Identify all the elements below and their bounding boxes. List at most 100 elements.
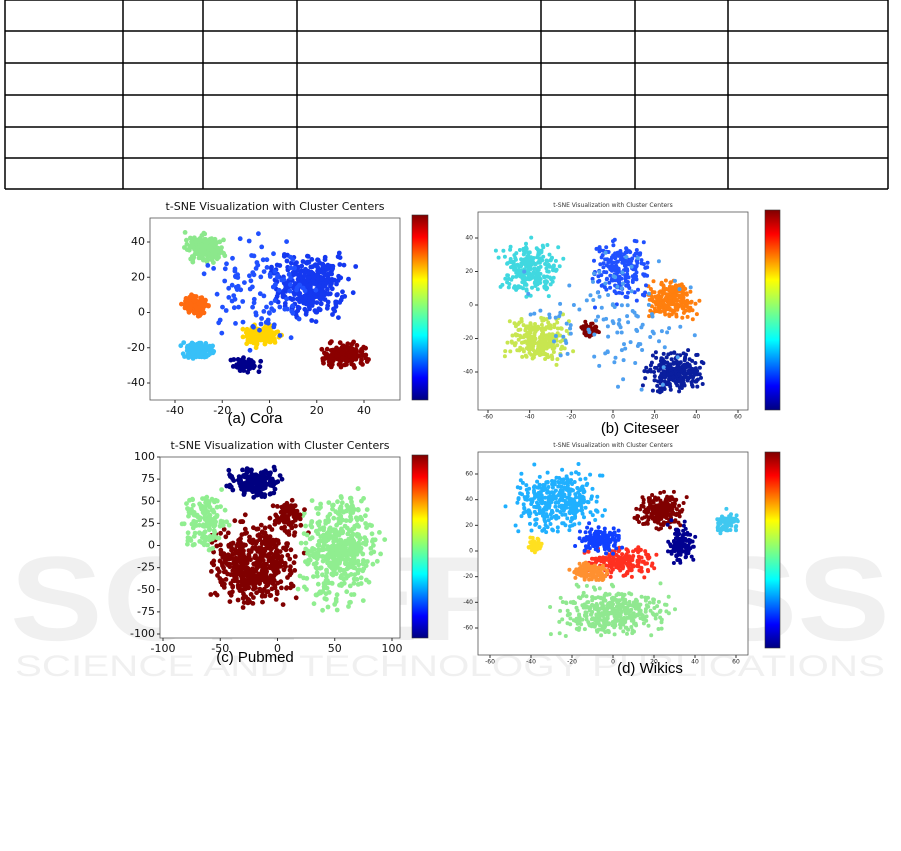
scatter-point [282,301,288,306]
scatter-point [363,521,368,526]
scatter-point [260,599,265,605]
scatter-point [641,621,646,626]
scatter-point [683,286,688,291]
scatter-point [326,291,332,297]
scatter-point [551,490,556,495]
scatter-point [656,599,661,604]
scatter-point [315,573,320,579]
scatter-point [305,253,310,259]
scatter-point [574,506,578,510]
scatter-point [265,320,271,326]
scatter-point [264,304,269,310]
scatter-point [346,561,352,567]
scatter-point [233,321,238,326]
x-tick-label: 20 [310,404,324,417]
scatter-point [225,530,231,536]
scatter-point [253,345,259,351]
scatter-point [643,609,648,614]
scatter-point [264,265,270,270]
scatter-point [677,361,682,366]
scatter-point [591,585,596,590]
x-tick-label: 60 [734,414,742,421]
scatter-point [577,612,582,617]
scatter-point [244,341,250,347]
scatter-point [191,518,197,524]
scatter-point [632,272,637,277]
scatter-point [522,282,527,287]
scatter-point [209,236,215,242]
scatter-point [605,276,609,281]
scatter-point [619,286,624,291]
scatter-point [251,494,257,500]
scatter-point [519,340,524,345]
scatter-point [600,473,605,478]
scatter-point [211,532,217,538]
scatter-point [282,528,288,533]
scatter-point [530,497,535,502]
scatter-point [502,254,507,259]
scatter-point [258,358,264,364]
scatter-point [249,467,254,473]
y-tick-label: 0 [469,302,473,309]
scatter-point [554,267,559,272]
scatter-point [555,326,560,331]
scatter-point [576,462,581,466]
scatter-point [262,485,268,491]
scatter-point [272,298,278,303]
scatter-point [511,259,516,264]
scatter-point [617,318,622,322]
scatter-point [284,585,289,591]
scatter-point [649,633,654,638]
scatter-point [267,274,273,279]
scatter-point [240,484,245,490]
scatter-point [261,293,267,299]
scatter-point [650,388,655,393]
scatter-point [602,270,607,274]
scatter-point [251,335,257,341]
scatter-point [599,255,604,260]
scatter-point [508,244,513,249]
scatter-point [624,607,629,612]
scatter-point [258,551,264,556]
scatter-point [535,327,539,332]
scatter-point [600,513,605,518]
scatter-point [658,581,663,586]
scatter-point [360,598,366,603]
scatter-point [588,293,593,298]
scatter-point [258,337,263,343]
scatter-point [194,310,200,316]
scatter-point [334,592,340,598]
scatter-point [229,282,235,288]
scatter-point [590,486,595,491]
scatter-point [573,492,578,497]
scatter-point [508,259,513,264]
scatter-point [693,361,698,365]
scatter-point [327,340,333,346]
scatter-point [292,281,298,286]
scatter-point [273,597,279,602]
scatter-point [688,289,693,294]
scatter-point [220,578,225,583]
scatter-point [539,250,544,255]
scatter-point [568,326,573,331]
scatter-point [665,330,670,335]
scatter-point [330,551,336,556]
scatter-point [536,247,540,252]
scatter-point [521,252,526,257]
scatter-point [544,285,549,290]
scatter-point [199,344,205,350]
scatter-point [693,379,698,384]
scatter-point [507,319,512,324]
colorbar [411,454,429,639]
scatter-point [668,387,673,392]
scatter-point [592,271,596,276]
scatter-point [691,375,695,380]
scatter-point [277,304,283,310]
scatter-point [309,257,315,262]
scatter-point [315,581,321,587]
scatter-point [597,294,602,299]
scatter-point [220,304,225,310]
scatter-point [211,266,217,271]
figure-panel: t-SNE Visualization with Cluster Centers… [463,442,781,677]
scatter-point [524,241,528,246]
